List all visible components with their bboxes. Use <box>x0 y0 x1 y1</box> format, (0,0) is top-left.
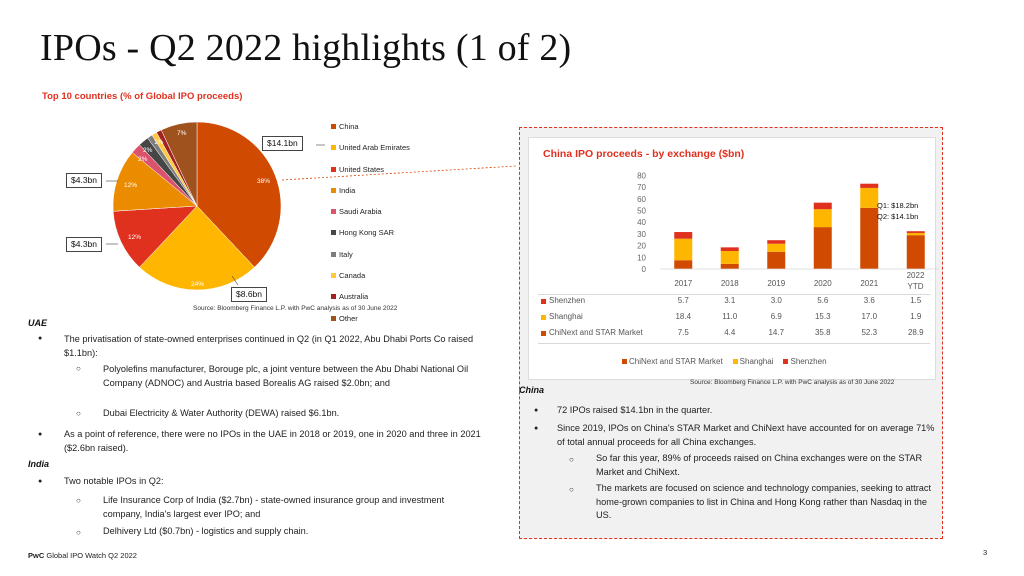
pie-label-china: 38% <box>257 178 271 185</box>
table-cell: 18.4 <box>675 312 692 321</box>
legend-item: Shanghai <box>732 357 773 366</box>
pie-label-hk: 2% <box>143 147 153 154</box>
chart-legend: ChiNext and STAR Market Shanghai Shenzhe… <box>622 357 827 366</box>
table-cell: 4.4 <box>724 328 736 337</box>
india-sub-bullet-1: Life Insurance Corp of India ($2.7bn) - … <box>103 495 445 519</box>
page-title: IPOs - Q2 2022 highlights (1 of 2) <box>40 27 572 69</box>
legend-item: India <box>331 186 410 207</box>
table-cell: 3.1 <box>724 296 736 305</box>
table-cell: 11.0 <box>722 312 738 321</box>
series-swatch <box>541 315 546 320</box>
china-chart-title: China IPO proceeds - by exchange ($bn) <box>543 148 745 160</box>
table-cell: 14.7 <box>768 328 785 337</box>
table-header-cell: 2018 <box>720 279 739 288</box>
pie-label-india: 12% <box>124 182 138 189</box>
table-row-label: Shenzhen <box>549 296 586 305</box>
bullet-icon: ● <box>534 425 539 432</box>
table-cell: 3.0 <box>770 296 782 305</box>
table-cell: 15.3 <box>814 312 831 321</box>
series-swatch <box>541 299 546 304</box>
sub-bullet-icon: ○ <box>76 364 81 373</box>
legend-item: Australia <box>331 292 410 313</box>
page-number: 3 <box>983 548 988 557</box>
chart-source: Source: Bloomberg Finance L.P. with PwC … <box>690 379 895 386</box>
india-sub-bullet-2: Delhivery Ltd ($0.7bn) - logistics and s… <box>103 526 309 536</box>
pie-slice-saudi-arabia <box>131 144 198 207</box>
pie-chart-subtitle: Top 10 countries (% of Global IPO procee… <box>42 91 243 102</box>
legend-item: United Arab Emirates <box>331 143 410 164</box>
pie-label-us: 12% <box>128 234 142 241</box>
china-bullet-1: 72 IPOs raised $14.1bn in the quarter. <box>557 405 713 415</box>
sub-bullet-icon: ○ <box>569 485 574 494</box>
india-bullet-1: Two notable IPOs in Q2: <box>64 476 164 486</box>
pie-label-small: 1% <box>154 139 164 146</box>
table-cell: 1.5 <box>910 296 922 305</box>
footer: PwC Global IPO Watch Q2 2022 <box>28 551 137 560</box>
sub-bullet-icon: ○ <box>76 496 81 505</box>
table-cell: 1.9 <box>910 312 922 321</box>
callout-china: $14.1bn <box>262 136 303 151</box>
brand: PwC <box>28 551 45 560</box>
table-cell: 5.7 <box>677 296 689 305</box>
table-cell: 7.5 <box>677 328 689 337</box>
legend-item: Canada <box>331 271 410 292</box>
sub-bullet-icon: ○ <box>569 455 574 464</box>
india-heading: India <box>28 459 50 469</box>
table-header-cell: 2020 <box>813 279 832 288</box>
sub-bullet-icon: ○ <box>76 528 81 537</box>
bullet-icon: ● <box>38 478 43 485</box>
pie-legend: China United Arab Emirates United States… <box>331 122 410 335</box>
table-grid <box>538 294 930 344</box>
china-sub-bullet-2: The markets are focused on science and t… <box>596 483 932 520</box>
china-sub-bullet-1: So far this year, 89% of proceeds raised… <box>596 453 923 477</box>
bullet-icon: ● <box>38 335 43 342</box>
table-cell: 6.9 <box>770 312 782 321</box>
sub-bullet-icon: ○ <box>76 409 81 418</box>
q-note: Q1: $18.2bn Q2: $14.1bn <box>877 201 919 221</box>
uae-bullet-1: The privatisation of state-owned enterpr… <box>64 334 474 358</box>
callout-india: $4.3bn <box>66 173 102 188</box>
table-cell: 52.3 <box>861 328 878 337</box>
table-cell: 3.6 <box>863 296 875 305</box>
series-swatch <box>541 331 546 336</box>
uae-sub-bullet-2: Dubai Electricity & Water Authority (DEW… <box>103 408 340 418</box>
legend-item: ChiNext and STAR Market <box>622 357 723 366</box>
pie-label-uae: 24% <box>191 281 205 288</box>
legend-item: China <box>331 122 410 143</box>
table-header-cell: 2022 YTD <box>906 271 925 291</box>
pie-slice-united-states <box>112 205 198 268</box>
pie-label-saudi: 2% <box>138 156 148 163</box>
china-bullet-2: Since 2019, IPOs on China's STAR Market … <box>557 423 935 447</box>
bullet-icon: ● <box>534 407 539 414</box>
uae-bullet-2: As a point of reference, there were no I… <box>64 429 481 453</box>
table-cell: 5.6 <box>817 296 829 305</box>
table-row-label: ChiNext and STAR Market <box>549 328 643 337</box>
uae-sub-bullet-1: Polyolefins manufacturer, Borouge plc, a… <box>103 364 469 388</box>
legend-item: United States <box>331 165 410 186</box>
uae-heading: UAE <box>28 318 48 328</box>
callout-us: $4.3bn <box>66 237 102 252</box>
legend-item: Italy <box>331 250 410 271</box>
bullet-icon: ● <box>38 431 43 438</box>
china-heading: China <box>519 385 545 395</box>
legend-item: Saudi Arabia <box>331 207 410 228</box>
table-row-label: Shanghai <box>549 312 583 321</box>
pie-slice-united-arab-emirates <box>139 205 255 291</box>
table-cell: 28.9 <box>907 328 924 337</box>
legend-item: Shenzhen <box>783 357 827 366</box>
table-cell: 35.8 <box>814 328 831 337</box>
pie-source: Source: Bloomberg Finance L.P. with PwC … <box>193 305 398 312</box>
legend-item: Other <box>331 314 410 335</box>
table-header-cell: 2019 <box>767 279 786 288</box>
legend-item: Hong Kong SAR <box>331 228 410 249</box>
callout-uae: $8.6bn <box>231 287 267 302</box>
table-header-cell: 2021 <box>860 279 879 288</box>
table-cell: 17.0 <box>861 312 878 321</box>
table-header-cell: 2017 <box>674 279 693 288</box>
pie-label-other: 7% <box>177 130 187 137</box>
